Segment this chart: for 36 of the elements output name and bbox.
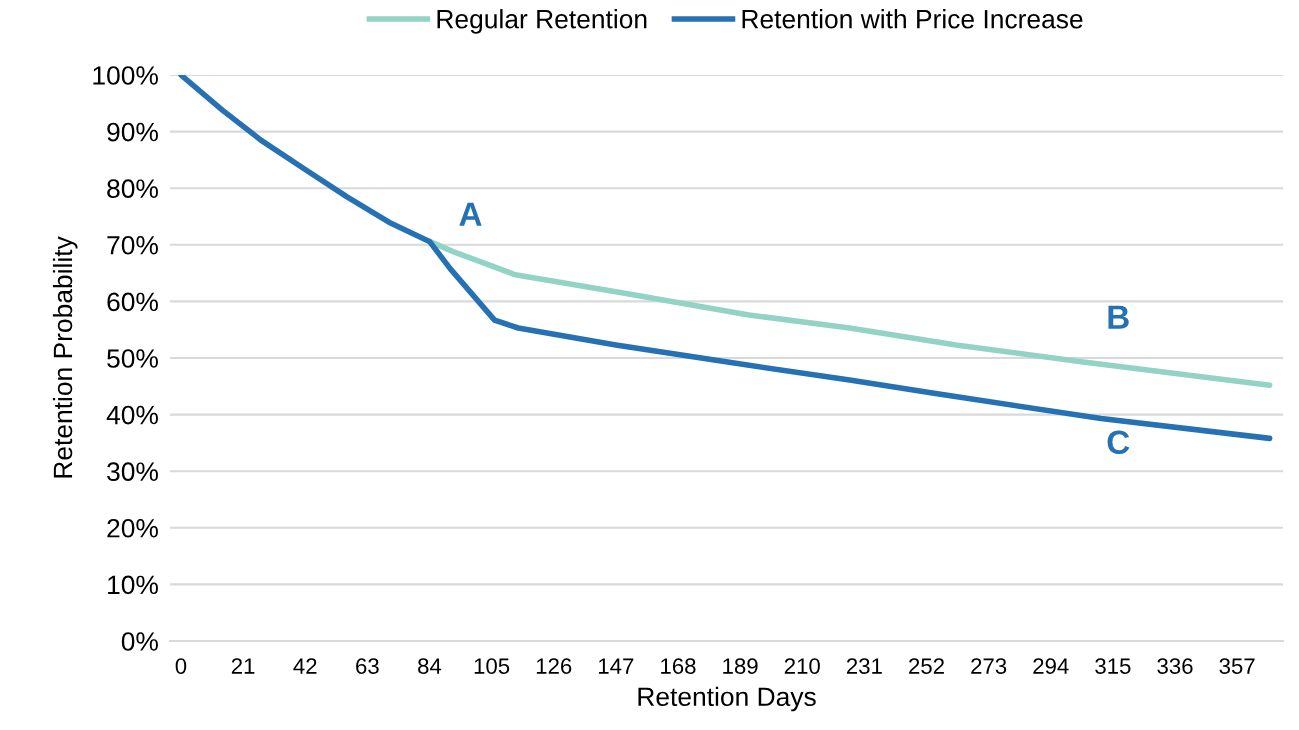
y-tick-label: 100% (93, 66, 158, 85)
x-tick-label: 84 (418, 658, 442, 674)
y-tick-label: 0% (121, 632, 158, 651)
annotation: B (1108, 305, 1129, 329)
annotation: C (1107, 430, 1130, 455)
x-tick-label: 315 (1095, 658, 1131, 674)
x-tick-label: 42 (293, 658, 317, 674)
x-tick-label: 357 (1219, 658, 1255, 674)
annotation: A (459, 202, 482, 226)
y-tick-label: 60% (107, 292, 158, 312)
x-tick-label: 252 (909, 658, 944, 674)
x-tick-label: 231 (846, 658, 882, 674)
y-tick-label: 40% (106, 405, 158, 425)
y-tick-label: 80% (107, 179, 158, 199)
x-tick-label: 147 (599, 658, 634, 674)
x-tick-label: 189 (723, 658, 758, 674)
legend-label: Regular Retention (437, 9, 647, 34)
x-tick-label: 105 (474, 658, 510, 674)
x-tick-label: 126 (536, 658, 572, 674)
y-axis-title: Retention Probability (52, 236, 78, 478)
x-tick-label: 0 (175, 658, 187, 674)
y-tick-label: 90% (107, 122, 158, 142)
y-tick-label: 50% (107, 349, 158, 368)
x-tick-label: 210 (784, 658, 820, 674)
x-axis-title: Retention Days (638, 686, 816, 712)
x-tick-label: 294 (1033, 658, 1069, 674)
y-tick-label: 30% (107, 462, 158, 482)
legend-label: Retention with Price Increase (742, 9, 1083, 29)
y-tick-label: 20% (107, 518, 158, 538)
x-tick-label: 273 (971, 658, 1007, 674)
x-tick-label: 168 (661, 658, 696, 674)
x-tick-label: 21 (231, 658, 255, 674)
x-tick-label: 336 (1157, 658, 1193, 674)
x-tick-label: 63 (356, 658, 379, 674)
y-tick-label: 70% (107, 235, 158, 255)
y-tick-label: 10% (108, 575, 158, 595)
